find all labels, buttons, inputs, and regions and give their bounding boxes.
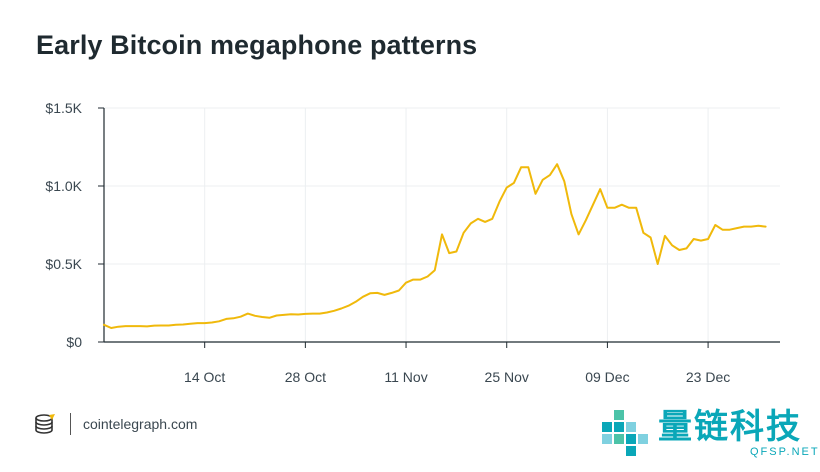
x-tick-label: 14 Oct <box>184 369 225 385</box>
x-tick-label: 28 Oct <box>285 369 326 385</box>
watermark: 量链科技 QFSP.NET <box>600 408 820 460</box>
y-tick-label: $1.0K <box>45 178 82 194</box>
watermark-logo-icon <box>602 410 648 456</box>
cointelegraph-logo-icon <box>35 414 55 434</box>
source-footer: cointelegraph.com <box>34 412 197 436</box>
source-label: cointelegraph.com <box>83 416 198 432</box>
y-tick-label: $0 <box>66 334 82 350</box>
x-tick-label: 09 Dec <box>585 369 629 385</box>
watermark-domain: QFSP.NET <box>750 446 820 458</box>
y-tick-label: $0.5K <box>45 256 82 272</box>
series-group <box>103 163 767 329</box>
x-tick-labels: 14 Oct 28 Oct 11 Nov 25 Nov 09 Dec 23 Dec <box>184 369 730 385</box>
y-tick-label: $1.5K <box>45 100 82 116</box>
watermark-chinese-text: 量链科技 <box>658 408 802 446</box>
x-tick-label: 23 Dec <box>686 369 730 385</box>
x-tick-label: 11 Nov <box>384 369 427 385</box>
axes <box>98 107 780 348</box>
series-line-0 <box>103 163 767 329</box>
chart-title: Early Bitcoin megaphone patterns <box>36 30 478 60</box>
grid-lines <box>104 107 780 342</box>
x-tick-label: 25 Nov <box>485 369 529 385</box>
y-tick-labels: $0 $0.5K $1.0K $1.5K <box>45 100 82 350</box>
footer-divider <box>70 413 71 435</box>
